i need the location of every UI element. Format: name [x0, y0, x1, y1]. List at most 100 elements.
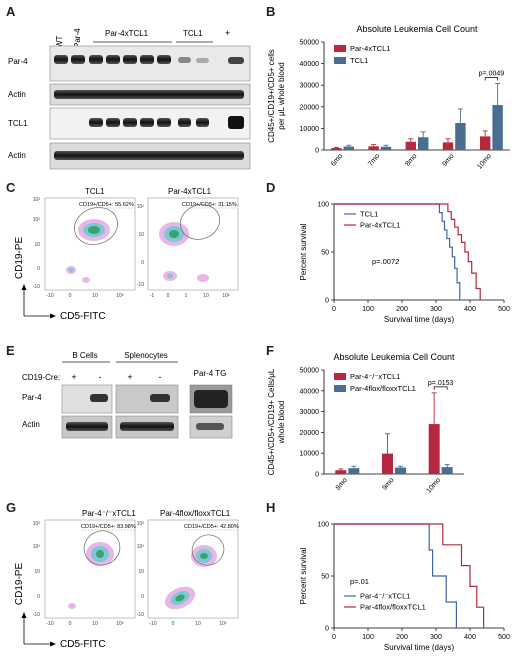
- x-tick-label: 500: [498, 634, 510, 641]
- flow-g-right-xtick: 0: [172, 621, 175, 627]
- flow-g-left-xtick: 10²: [116, 621, 124, 627]
- x-axis-label: Survival time (days): [384, 315, 455, 324]
- panel-label-d: D: [266, 180, 276, 195]
- row-label-tcl1: TCL1: [8, 119, 28, 128]
- survival-curve: [334, 203, 481, 300]
- flow-g-right-ytick: 10²: [137, 544, 145, 550]
- flow-c-left-gate: CD19+/CD5+: 55.62%: [79, 202, 134, 208]
- bar: [382, 453, 393, 474]
- flow-panel-c: TCL1 Par-4xTCL1 CD19+/CD5+: 55.62% CD19+…: [14, 187, 239, 322]
- chart-f: Absolute Leukemia Cell Count CD45+/CD5+/C…: [267, 352, 464, 495]
- y-tick-label: 40000: [300, 388, 320, 395]
- lane-label-tcl1: TCL1: [183, 29, 203, 38]
- y-tick-label: 40000: [300, 61, 320, 68]
- flow-g-left-ytick: 0: [37, 594, 40, 600]
- chart-d: 0 50 100 0 100 200 300 400 500 Survival time (day…: [299, 202, 510, 325]
- actin-bands-1: [54, 90, 244, 99]
- flow-c-right-ytick: -10: [137, 282, 144, 288]
- flow-c-right-ytick: 10²: [137, 204, 145, 210]
- x-tick-label: 10mo: [476, 153, 493, 171]
- p-value-label: p=.0072: [372, 257, 399, 266]
- flow-c-right-xtick: 10: [203, 293, 209, 299]
- blot-e-sign: +: [127, 372, 132, 382]
- legend-label: Par-4⁻/⁻xTCL1: [360, 592, 410, 601]
- chart-title: Absolute Leukemia Cell Count: [333, 352, 455, 362]
- legend-label: Par-4⁻/⁻xTCL1: [350, 372, 400, 381]
- panel-label-e: E: [6, 343, 15, 358]
- x-tick-label: 200: [396, 306, 408, 313]
- flow-c-left-title: TCL1: [85, 187, 105, 196]
- y-tick-label: 0: [315, 148, 319, 155]
- western-blot-e: B Cells Splenocytes CD19-Cre: + - + - Pa…: [22, 351, 233, 439]
- y-tick-label: 50: [321, 574, 329, 581]
- x-tick-label: 8mo: [335, 477, 349, 492]
- y-tick-label: 50: [321, 250, 329, 257]
- survival-curve: [334, 523, 457, 628]
- row-label-actin-2: Actin: [8, 151, 26, 160]
- y-tick-label: 50000: [300, 368, 320, 375]
- bar: [441, 467, 453, 474]
- flow-c-x-axis: CD5-FITC: [60, 311, 106, 322]
- western-blot-a: WT Par-4 Par-4xTCL1 TCL1 + Par-4 Actin T…: [8, 28, 251, 170]
- survival-curve: [334, 203, 461, 300]
- flow-panel-g: Par-4⁻/⁻xTCL1 Par-4flox/floxxTCL1 CD19+/…: [14, 509, 239, 650]
- flow-c-left-xtick: 0: [69, 293, 72, 299]
- bar: [395, 467, 406, 474]
- blot-e-spleno-header: Splenocytes: [124, 351, 168, 360]
- flow-c-left-ytick: 10³: [33, 197, 41, 203]
- bar: [380, 146, 392, 150]
- y-tick-label: 20000: [300, 104, 320, 111]
- y-tick-label: 100: [317, 202, 329, 209]
- x-tick-label: 200: [396, 634, 408, 641]
- flow-g-left-ytick: 10: [34, 569, 40, 575]
- flow-g-left-ytick: -10: [33, 612, 40, 618]
- bar: [418, 137, 429, 150]
- x-tick-label: 10mo: [426, 477, 443, 495]
- flow-g-right-population: [164, 534, 225, 610]
- flow-g-left-title: Par-4⁻/⁻xTCL1: [82, 509, 136, 518]
- y-tick-label: 20000: [300, 430, 320, 437]
- flow-c-right-gate: CD19+/CD5+: 31.15%: [182, 202, 237, 208]
- bar: [492, 105, 503, 150]
- legend-swatch: [334, 373, 346, 380]
- chart-b: Absolute Leukemia Cell Count CD45+/CD19+/…: [267, 24, 510, 171]
- p-value-label: p=.01: [350, 577, 369, 586]
- flow-c-right-ytick: 0: [141, 260, 144, 266]
- bar: [368, 146, 379, 150]
- legend-label: Par-4xTCL1: [350, 44, 390, 53]
- x-tick-label: 0: [332, 306, 336, 313]
- flow-g-right-title: Par-4flox/floxxTCL1: [160, 509, 231, 518]
- y-tick-label: 0: [325, 626, 329, 633]
- flow-g-right-xtick: 10²: [219, 621, 227, 627]
- lane-label-par4xtcl1: Par-4xTCL1: [105, 29, 149, 38]
- x-tick-label: 8mo: [404, 153, 418, 168]
- x-tick-label: 100: [362, 306, 374, 313]
- flow-g-left-ytick: 10³: [33, 521, 41, 527]
- flow-g-x-axis: CD5-FITC: [60, 639, 106, 650]
- flow-c-left-xtick: 10: [92, 293, 98, 299]
- row-label-actin-1: Actin: [8, 90, 26, 99]
- y-axis-label: Percent survival: [299, 223, 308, 280]
- legend-label: Par-4flox/floxxTCL1: [350, 384, 416, 393]
- bar: [428, 424, 440, 474]
- blot-e-sign: -: [159, 372, 162, 382]
- flow-c-right-population: [159, 204, 221, 282]
- flow-c-left-population: [66, 207, 118, 283]
- flow-g-left-ytick: 10²: [33, 544, 41, 550]
- p-value-label: p=.0153: [428, 380, 454, 387]
- flow-c-right-xtick: 10²: [222, 293, 230, 299]
- x-tick-label: 7mo: [367, 153, 381, 168]
- blot-e-row-par4: Par-4: [22, 393, 42, 402]
- x-tick-label: 400: [464, 306, 476, 313]
- flow-g-right-ytick: 0: [141, 594, 144, 600]
- x-tick-label: 500: [498, 306, 510, 313]
- legend-label: TCL1: [350, 56, 368, 65]
- x-tick-label: 0: [332, 634, 336, 641]
- blot-e-sign: -: [99, 372, 102, 382]
- flow-c-left-ytick: -10: [33, 284, 40, 290]
- x-tick-label: 6mo: [330, 153, 344, 168]
- flow-g-right-ytick: 10: [138, 569, 144, 575]
- flow-c-right-title: Par-4xTCL1: [168, 187, 212, 196]
- lane-label-par4: Par-4: [73, 28, 82, 48]
- flow-c-right-xtick: 1: [185, 293, 188, 299]
